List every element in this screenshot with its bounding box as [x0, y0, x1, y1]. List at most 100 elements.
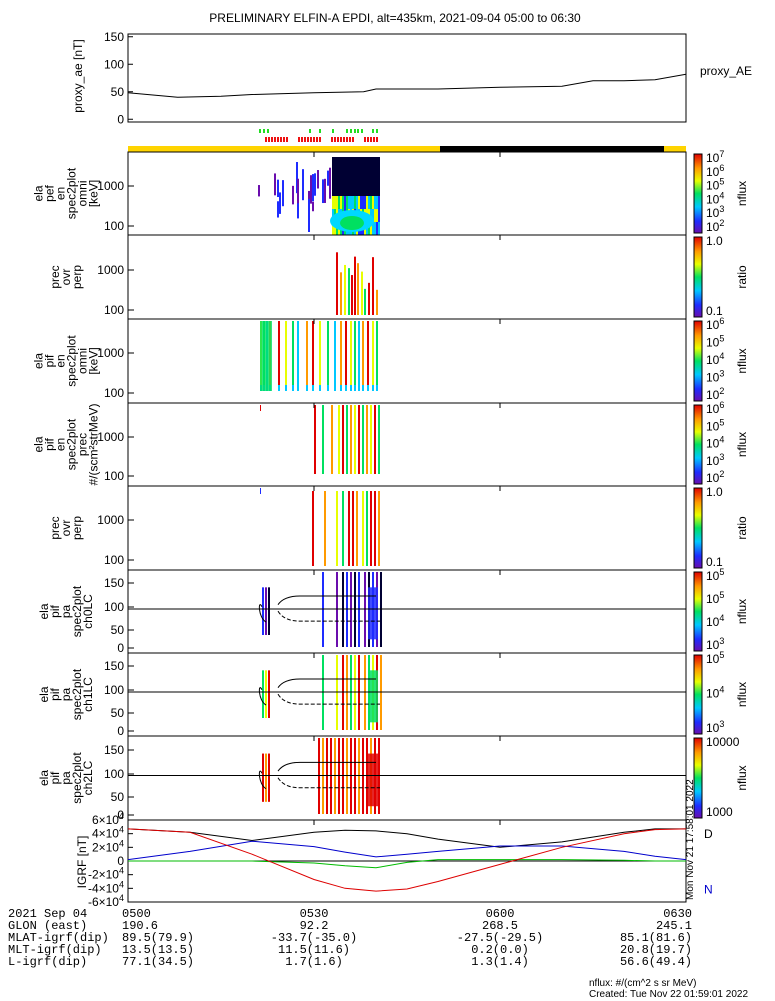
green-flag: [354, 129, 356, 133]
spectrum-bin: [372, 196, 374, 209]
colorbar-label: nflux: [735, 682, 749, 707]
spectrum-bin: [374, 170, 376, 183]
panel-ylabel: [keV]: [87, 347, 101, 374]
spectrum-bin: [336, 183, 338, 196]
spectrum-bin: [334, 170, 336, 183]
spectrum-bin: [368, 157, 370, 170]
colorbar-tick-label: 105: [706, 334, 724, 350]
spectrum-bin: [279, 192, 281, 214]
spectrum-bar: [327, 321, 329, 391]
ae-ytick-label: 100: [104, 57, 124, 71]
red-flag: [274, 137, 276, 142]
igrf-ytick-label: 2×104: [92, 838, 124, 854]
orbit-row-value: 85.1(81.6): [619, 931, 692, 945]
spectrum-bin: [348, 183, 350, 196]
orbit-row-value: 0.2(0.0): [471, 943, 529, 957]
spectrum-bin: [368, 183, 370, 196]
orbit-row-label: 2021 Sep 04: [8, 907, 88, 921]
spectrum-bar: [340, 321, 342, 391]
red-flag: [286, 137, 288, 142]
igrf-ylabel: IGRF [nT]: [75, 836, 89, 889]
colorbar-tick-label: 1000: [706, 805, 733, 819]
spectrum-bin: [346, 196, 348, 209]
spectrum-bar-base: [312, 385, 314, 391]
spectrum-bin: [366, 183, 368, 196]
spectrum-bin: [356, 196, 358, 209]
spectrum-bin: [378, 196, 380, 209]
spectrum-bin: [336, 170, 338, 183]
green-flag: [357, 129, 359, 133]
red-flag: [307, 137, 309, 142]
loss-cone-curve: [277, 777, 380, 789]
red-flag: [313, 137, 315, 142]
spectrum-bar: [342, 405, 344, 474]
spectrum-bin: [344, 157, 346, 170]
panel-ylabel: pif: [48, 605, 62, 618]
panel-ylabel: pa: [59, 771, 73, 785]
panel-ylabel: spec2plot: [65, 418, 79, 470]
panel-ylabel: pa: [59, 688, 73, 702]
igrf-ytick-label: 6×104: [92, 811, 124, 827]
panel-ylabel: prec: [48, 516, 62, 539]
loss-cone-curve: [258, 687, 267, 706]
spectrum-bin: [370, 196, 372, 209]
ratio-bar: [376, 289, 378, 315]
spectrum-bin: [342, 170, 344, 183]
red-flag: [271, 137, 273, 142]
panel-ylabel: spec2plot: [70, 752, 84, 804]
ae-ytick-label: 150: [104, 30, 124, 44]
pa-bar: [262, 753, 264, 802]
spectrum-bar: [306, 321, 308, 391]
pa-bar: [268, 753, 270, 802]
colorbar-tick-label: 0.1: [706, 555, 723, 569]
spectrum-bar: [319, 321, 321, 391]
ytick-label: 50: [111, 790, 125, 804]
colorbar: [693, 153, 703, 234]
green-flag: [346, 129, 348, 133]
ratio-bar: [378, 491, 380, 566]
science-zone-flags: [259, 129, 378, 142]
spectrum-bin: [346, 183, 348, 196]
panel-frame: [127, 318, 687, 404]
spectrum-bin: [366, 157, 368, 170]
spectrum-bin: [354, 183, 356, 196]
green-flag: [350, 129, 352, 133]
spectrum-bin: [354, 157, 356, 170]
pa-block: [368, 670, 378, 723]
units-note: nflux: #/(cm^2 s sr MeV): [589, 978, 697, 989]
ratio-bar: [336, 252, 338, 315]
red-flag: [367, 137, 369, 142]
red-flag: [319, 137, 321, 142]
spectrum-bin: [368, 170, 370, 183]
ratio-bar: [352, 491, 354, 566]
colorbar-tick-label: 1.0: [706, 485, 723, 499]
spectrum-bar: [350, 405, 352, 474]
spectrum-bin: [368, 222, 370, 235]
spectrum-bar: [376, 321, 378, 391]
ratio-bar: [260, 488, 261, 494]
igrf-line: [127, 828, 686, 848]
spectrum-bar: [358, 405, 360, 474]
spectrum-bar-base: [297, 385, 299, 391]
panel-ylabel: ch2LC: [81, 760, 95, 795]
orbit-row-label: MLT-igrf(dip): [8, 943, 102, 957]
ytick-label: 0: [117, 641, 124, 655]
spectrum-bin: [352, 183, 354, 196]
panel-ylabel: ela: [32, 185, 46, 201]
spectrum-bin: [376, 196, 378, 209]
spectrum-bin: [372, 222, 374, 235]
spectrum-bar-base: [376, 385, 378, 391]
igrf-series-label: D: [704, 827, 713, 841]
panel-ylabel: ela: [32, 436, 46, 452]
spectrum-bar: [362, 321, 364, 391]
orbit-row-value: -33.7(-35.0): [270, 931, 358, 945]
spectrum-bin: [364, 170, 366, 183]
spectrum-bin: [350, 170, 352, 183]
spectrum-block: [260, 321, 272, 391]
spectrum-bar: [312, 321, 314, 391]
orbit-row-value: 11.5(11.6): [277, 943, 351, 957]
